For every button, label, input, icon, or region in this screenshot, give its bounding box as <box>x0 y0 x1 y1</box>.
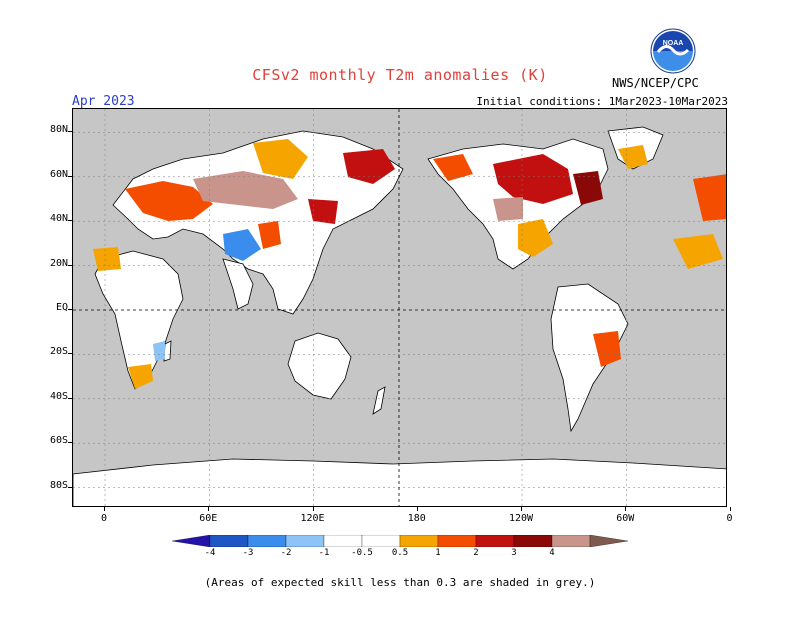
anomaly-central-us <box>493 197 523 221</box>
colorbar-swatch <box>589 535 628 547</box>
colorbar-label: 1 <box>435 548 441 558</box>
anomaly-siberia-north <box>253 139 308 179</box>
colorbar-swatch <box>361 535 401 547</box>
lat-tick-label: 40S <box>49 390 68 402</box>
lat-tick <box>68 397 72 399</box>
anomaly-tibet-cold <box>223 229 261 261</box>
colorbar-swatch <box>209 535 249 547</box>
colorbar-label: -1 <box>318 548 330 558</box>
lon-tick <box>729 507 731 511</box>
colorbar-swatch <box>437 535 477 547</box>
lon-tick <box>312 507 314 511</box>
footnote: (Areas of expected skill less than 0.3 a… <box>204 576 596 589</box>
eurasia-landmass <box>112 130 404 315</box>
lat-tick-label: 80N <box>49 124 68 136</box>
colorbar-swatch <box>172 535 211 547</box>
lat-tick-label: 20S <box>49 346 68 358</box>
anomaly-canada <box>493 154 573 204</box>
lon-tick-label: 0 <box>726 513 733 524</box>
colorbar-swatch <box>551 535 591 547</box>
anomaly-map <box>73 109 726 506</box>
anomaly-brazil <box>593 331 621 367</box>
madagascar-landmass <box>163 340 172 362</box>
noaa-logo-text: NOAA <box>663 40 684 47</box>
anomaly-middle-east <box>93 247 121 271</box>
south-asia-landmass <box>222 258 254 310</box>
anomaly-russia <box>193 171 298 209</box>
lat-tick-label: 80S <box>49 479 68 491</box>
anomaly-us-east <box>518 219 553 257</box>
colorbar-label: 2 <box>473 548 479 558</box>
colorbar-swatch <box>399 535 439 547</box>
lon-tick <box>416 507 418 511</box>
lat-tick-label: 60N <box>49 168 68 180</box>
south-america-landmass <box>550 283 629 433</box>
lon-tick-label: 180 <box>407 513 426 524</box>
lat-tick <box>68 442 72 444</box>
colorbar <box>172 535 628 547</box>
colorbar-swatch <box>513 535 553 547</box>
lon-tick <box>521 507 523 511</box>
lat-tick <box>68 353 72 355</box>
lat-tick <box>68 175 72 177</box>
lat-tick <box>68 264 72 266</box>
colorbar-label: 0.5 <box>391 548 409 558</box>
anomaly-east-asia <box>308 199 338 224</box>
lon-tick-label: 60E <box>199 513 218 524</box>
agency-label: NWS/NCEP/CPC <box>612 76 699 90</box>
colorbar-label: 4 <box>549 548 555 558</box>
anomaly-south-africa <box>128 364 153 389</box>
lon-tick-label: 60W <box>616 513 635 524</box>
anomaly-africa-cold <box>153 341 165 361</box>
colorbar-swatch <box>323 535 363 547</box>
colorbar-swatch <box>475 535 515 547</box>
noaa-logo: NOAA <box>650 28 696 74</box>
lon-tick-label: 0 <box>100 513 108 524</box>
colorbar-swatch <box>285 535 325 547</box>
anomaly-west-africa <box>673 234 723 269</box>
lat-tick <box>68 131 72 133</box>
map-title: CFSv2 monthly T2m anomalies (K) <box>252 66 548 84</box>
colorbar-swatch <box>247 535 287 547</box>
initial-conditions: Initial conditions: 1Mar2023-10Mar2023 <box>476 95 728 108</box>
lon-tick <box>104 507 105 511</box>
anomaly-china-warm <box>258 221 281 249</box>
lon-tick-label: 120W <box>508 513 534 524</box>
lat-tick-label: EQ <box>55 302 68 313</box>
colorbar-label: -2 <box>280 548 292 558</box>
lat-tick-label: 20N <box>49 257 68 269</box>
lat-tick-label: 60S <box>49 435 68 447</box>
lat-tick <box>68 486 72 488</box>
anomaly-alaska <box>433 154 473 181</box>
colorbar-label: -4 <box>204 548 216 558</box>
lat-tick-label: 40N <box>49 213 68 225</box>
lon-tick <box>208 507 210 511</box>
anomaly-east-siberia <box>343 149 395 184</box>
anomaly-east-canada <box>573 171 603 205</box>
australia-landmass <box>287 332 352 400</box>
colorbar-label: 3 <box>511 548 517 558</box>
anomaly-greenland <box>618 145 648 169</box>
lat-tick <box>68 220 72 222</box>
map-panel <box>72 108 727 507</box>
lon-tick-label: 120E <box>300 513 325 524</box>
new-zealand-landmass <box>372 386 386 415</box>
anomaly-europe <box>125 181 213 221</box>
colorbar-label: -0.5 <box>351 548 373 558</box>
colorbar-label: -3 <box>242 548 254 558</box>
lat-tick <box>68 309 72 310</box>
antarctica-landmass <box>73 458 726 506</box>
forecast-month: Apr 2023 <box>72 94 135 109</box>
anomaly-east-europe-west <box>693 174 726 221</box>
lon-tick <box>625 507 627 511</box>
